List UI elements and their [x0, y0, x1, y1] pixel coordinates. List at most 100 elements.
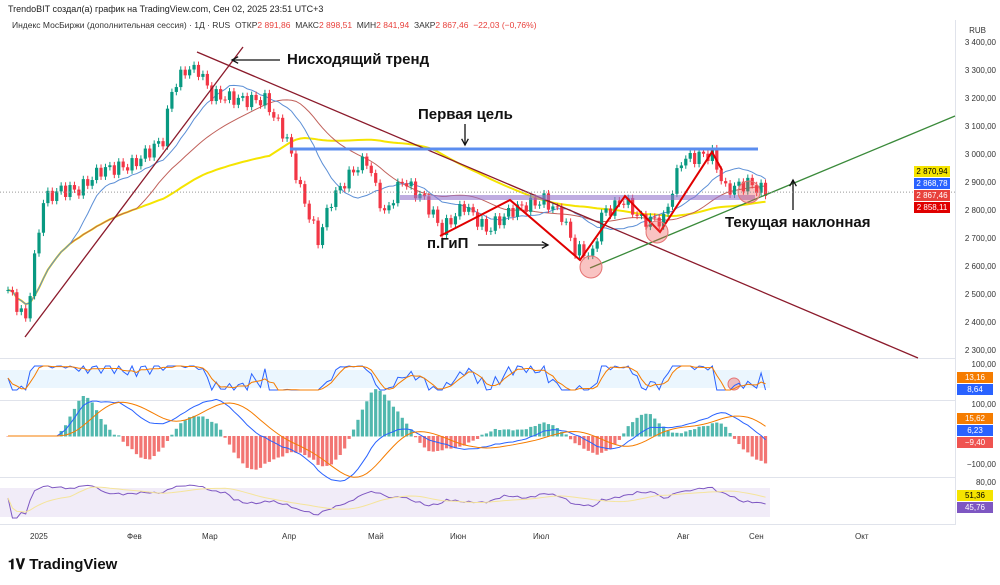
macd-histogram-bar — [303, 436, 307, 456]
rsi-ma-line — [7, 486, 766, 513]
symbol-name[interactable]: Индекс МосБиржи (дополнительная сессия) … — [12, 20, 231, 30]
candle-body — [10, 289, 15, 293]
candle-body — [68, 185, 72, 197]
macd-histogram-bar — [542, 422, 546, 437]
stoch-band — [0, 370, 770, 388]
high-value: 2 898,51 — [318, 20, 353, 30]
candle-body — [480, 218, 484, 227]
tradingview-logo[interactable]: 𝟏𝐕 TradingView — [8, 556, 117, 573]
macd-histogram-bar — [183, 420, 187, 437]
macd-histogram-bar — [489, 431, 493, 437]
macd-histogram-bar — [648, 414, 652, 437]
candle-body — [697, 151, 701, 164]
candle-body — [232, 91, 236, 105]
macd-histogram-bar — [569, 436, 573, 440]
candle-body — [316, 220, 320, 246]
macd-histogram-bar — [591, 436, 595, 453]
candle-body — [86, 179, 90, 186]
macd-histogram-bar — [174, 428, 178, 437]
annotation-downtrend: Нисходящий тренд — [287, 51, 430, 68]
candle-body — [529, 197, 533, 212]
candle-body — [338, 186, 342, 191]
price-tag: 6,23 — [957, 425, 993, 436]
macd-histogram-bar — [635, 417, 639, 437]
macd-histogram-bar — [670, 432, 675, 437]
rsi-line — [7, 484, 766, 519]
candle-body — [413, 181, 418, 199]
macd-histogram-bar — [719, 423, 723, 437]
candle-body — [165, 108, 170, 147]
y-tick-label: 2 300,00 — [964, 346, 996, 355]
candle-body — [374, 173, 378, 183]
tv-logo-icon: 𝟏𝐕 — [8, 556, 26, 572]
candle-body — [577, 244, 582, 256]
candle-body — [524, 205, 528, 212]
macd-histogram-bar — [325, 436, 329, 466]
macd-histogram-bar — [391, 406, 396, 437]
candle-body — [453, 216, 458, 225]
candle-body — [763, 182, 768, 196]
candle-body — [662, 213, 666, 227]
axis-border — [955, 20, 956, 525]
candle-body — [436, 209, 440, 223]
macd-histogram-bar — [693, 429, 697, 437]
macd-histogram-bar — [134, 436, 139, 455]
macd-histogram-bar — [413, 436, 418, 438]
uptrend-line — [24, 46, 244, 338]
macd-histogram-bar — [298, 436, 302, 453]
divider — [0, 477, 955, 478]
candle-body — [19, 308, 23, 312]
low-value: 2 841,94 — [376, 20, 410, 30]
macd-histogram-bar — [152, 436, 156, 457]
macd-histogram-bar — [737, 436, 741, 445]
candle-body — [431, 209, 435, 215]
macd-histogram-bar — [551, 425, 555, 437]
candle-body — [161, 141, 165, 147]
price-tag: 2 868,78 — [914, 178, 950, 189]
candle-body — [759, 182, 763, 193]
macd-histogram-bar — [746, 436, 750, 453]
candle-body — [449, 218, 453, 225]
x-tick-label: Май — [368, 532, 384, 541]
macd-histogram-bar — [188, 417, 192, 437]
macd-histogram-bar — [480, 434, 484, 437]
macd-histogram-bar — [281, 436, 285, 457]
close-label: ЗАКР — [413, 20, 436, 30]
macd-histogram-bar — [715, 422, 719, 437]
candle-body — [378, 182, 382, 209]
macd-histogram-bar — [502, 429, 506, 437]
macd-line — [8, 398, 766, 482]
head-shoulders-zigzag — [439, 150, 723, 262]
candle-body — [467, 207, 471, 212]
candle-body — [391, 203, 396, 206]
candle-body — [737, 181, 741, 186]
candle-body — [112, 165, 116, 175]
candle-body — [493, 216, 497, 231]
candle-body — [343, 186, 347, 189]
macd-histogram-bar — [444, 436, 449, 449]
candle-body — [134, 158, 139, 167]
macd-histogram-bar — [400, 417, 404, 437]
candle-body — [405, 183, 409, 187]
candle-body — [387, 205, 391, 211]
candle-body — [600, 212, 604, 242]
candle-body — [498, 216, 502, 226]
candle-body — [591, 248, 595, 256]
candle-body — [657, 217, 661, 227]
candle-body — [427, 196, 431, 215]
macd-histogram-bar — [285, 436, 289, 454]
highlight-circle — [579, 255, 603, 279]
candle-body — [210, 85, 214, 102]
candle-body — [409, 181, 413, 187]
candle-body — [533, 197, 537, 206]
candle-body — [298, 180, 302, 185]
candle-body — [701, 151, 706, 154]
macd-histogram-bar — [759, 436, 763, 461]
candle-body — [400, 181, 404, 184]
candle-body — [325, 207, 329, 228]
macd-histogram-bar — [608, 436, 613, 449]
macd-histogram-bar — [418, 436, 422, 443]
candle-body — [320, 227, 325, 246]
macd-histogram-bar — [263, 436, 267, 464]
